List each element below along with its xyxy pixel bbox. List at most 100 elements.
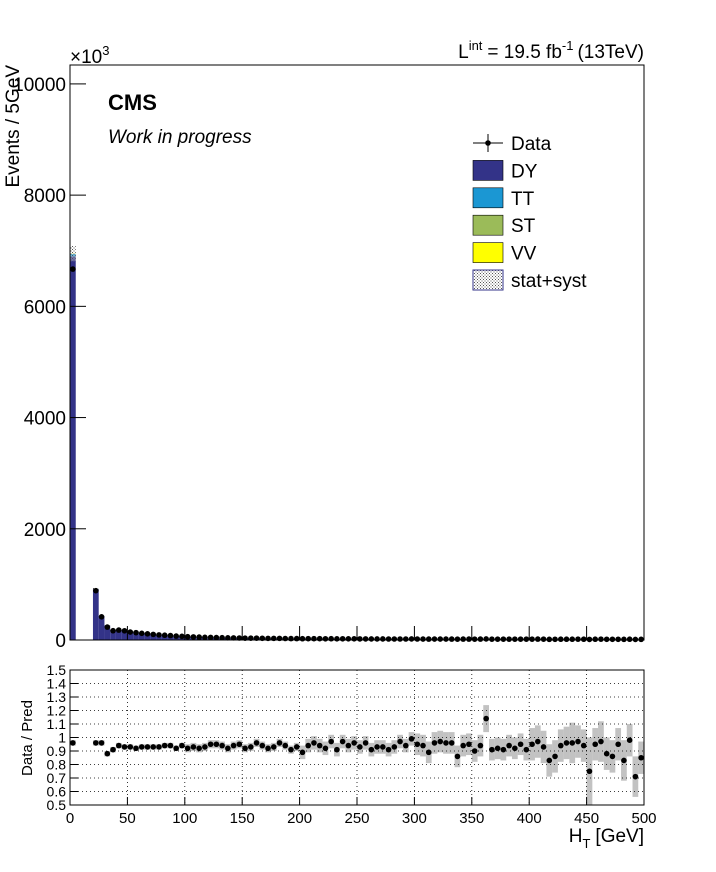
data-point bbox=[334, 636, 340, 642]
data-point bbox=[425, 636, 432, 642]
plot-layer: 0.50.60.70.80.911.11.21.31.41.5 0 50 100 150… bbox=[13, 75, 656, 827]
ratio-point bbox=[460, 742, 466, 749]
ratio-point bbox=[311, 740, 317, 746]
data-point bbox=[230, 635, 237, 641]
data-point bbox=[483, 636, 489, 642]
experiment: CMS bbox=[108, 90, 157, 115]
y-tick-label: 10000 bbox=[13, 75, 66, 96]
ratio-point bbox=[173, 745, 179, 752]
ratio-point bbox=[345, 742, 352, 749]
data-point bbox=[477, 636, 484, 642]
ratio-point bbox=[150, 744, 157, 750]
ratio-point bbox=[225, 745, 231, 752]
y-tick-label: 8000 bbox=[24, 186, 66, 207]
ratio-point bbox=[523, 746, 530, 753]
y-tick-label: 6000 bbox=[24, 297, 66, 318]
x-tick-label: 250 bbox=[344, 810, 369, 827]
data-point bbox=[408, 636, 415, 642]
bar-dy bbox=[104, 625, 111, 640]
ratio-point bbox=[270, 744, 277, 750]
x-tick-label: 500 bbox=[631, 810, 656, 827]
ratio-point bbox=[448, 740, 455, 746]
y-axis-label: Events / 5GeV bbox=[3, 65, 24, 188]
ratio-point bbox=[368, 746, 375, 753]
data-point bbox=[357, 636, 363, 642]
data-point bbox=[529, 636, 535, 642]
data-point bbox=[293, 635, 300, 642]
bar-dy bbox=[138, 633, 145, 640]
data-point bbox=[374, 636, 380, 642]
ratio-point bbox=[161, 742, 168, 749]
ratio-point bbox=[115, 742, 122, 749]
ratio-point bbox=[334, 746, 340, 753]
ratio-point bbox=[471, 748, 478, 754]
data-point bbox=[345, 636, 352, 642]
ratio-point bbox=[282, 742, 289, 749]
ratio-tick-label: 0.9 bbox=[47, 743, 67, 759]
legend-label: DY bbox=[511, 161, 538, 182]
lumi-energy: (13TeV) bbox=[577, 42, 644, 63]
ratio-frame bbox=[69, 669, 645, 806]
ratio-point bbox=[167, 742, 174, 749]
ratio-point bbox=[202, 744, 208, 750]
bar-dy bbox=[98, 616, 105, 640]
data-point bbox=[615, 636, 621, 643]
ratio-point bbox=[110, 746, 116, 753]
uncertainty-band bbox=[70, 245, 76, 262]
ratio-point bbox=[127, 744, 134, 750]
ratio-point bbox=[494, 745, 501, 752]
legend-swatch bbox=[472, 269, 504, 291]
ratio-point bbox=[540, 744, 547, 750]
ratio-point bbox=[351, 740, 357, 746]
data-point bbox=[179, 633, 185, 640]
ratio-point bbox=[339, 738, 346, 745]
ratio-point bbox=[293, 744, 300, 750]
data-point bbox=[609, 636, 616, 643]
ratio-point bbox=[443, 740, 449, 746]
data-point bbox=[546, 636, 553, 643]
data-point bbox=[580, 636, 587, 643]
ratio-point bbox=[500, 746, 507, 753]
ratio-point bbox=[362, 740, 369, 746]
data-point bbox=[339, 635, 346, 642]
data-point bbox=[150, 631, 157, 638]
data-point bbox=[219, 634, 225, 641]
ratio-point bbox=[374, 744, 380, 750]
bar-dy bbox=[127, 631, 134, 640]
ratio-point bbox=[190, 744, 197, 750]
ratio-point bbox=[557, 742, 564, 749]
ratio-point bbox=[454, 753, 461, 760]
ratio-point bbox=[598, 738, 604, 745]
ratio-point bbox=[437, 738, 444, 745]
bar-dy bbox=[144, 633, 151, 640]
data-point bbox=[368, 636, 375, 642]
ratio-point bbox=[213, 741, 220, 748]
ratio-point bbox=[179, 742, 185, 749]
bar-dy bbox=[70, 256, 76, 640]
ratio-point bbox=[156, 744, 162, 750]
data-point bbox=[563, 636, 570, 643]
legend-swatch bbox=[472, 187, 504, 209]
ratio-point bbox=[104, 750, 111, 757]
ratio-point bbox=[242, 745, 248, 752]
data-point bbox=[322, 635, 329, 642]
legend-swatch bbox=[472, 160, 504, 181]
ratio-point bbox=[305, 742, 312, 749]
data-point bbox=[316, 635, 323, 642]
data-point bbox=[236, 635, 243, 641]
data-point bbox=[156, 632, 162, 638]
data-point bbox=[621, 636, 627, 643]
ratio-tick-label: 0.5 bbox=[47, 797, 67, 813]
ratio-point bbox=[483, 715, 489, 722]
data-point bbox=[121, 627, 128, 634]
data-point bbox=[466, 636, 472, 642]
legend-label: Data bbox=[511, 134, 552, 155]
ratio-point bbox=[357, 744, 363, 750]
bar-dy bbox=[115, 629, 122, 640]
ratio-point bbox=[402, 742, 409, 749]
data-point bbox=[98, 614, 105, 620]
ratio-point bbox=[288, 746, 294, 753]
x-label-main: H bbox=[569, 826, 583, 847]
ratio-tick-label: 1.4 bbox=[47, 676, 67, 692]
x-label-sub: T bbox=[582, 836, 590, 851]
